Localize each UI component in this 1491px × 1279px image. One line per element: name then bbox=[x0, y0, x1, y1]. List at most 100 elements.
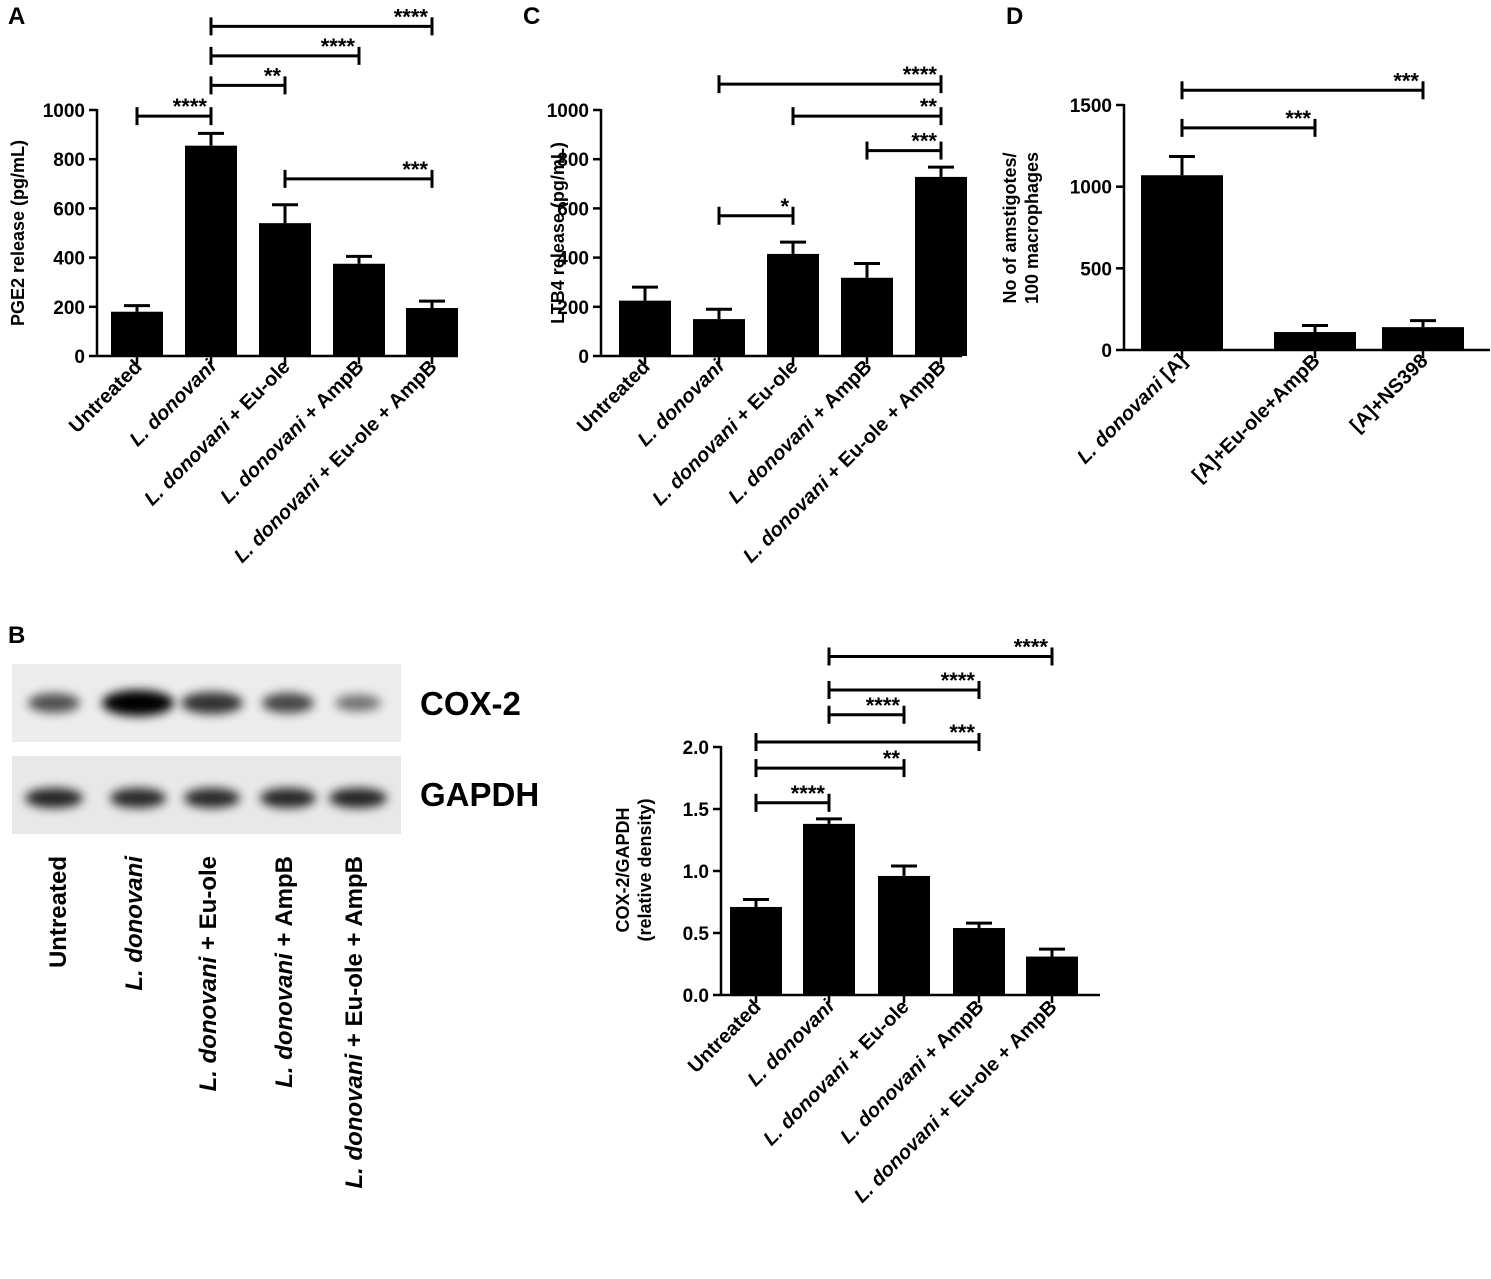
blot-band-gapdh bbox=[110, 788, 166, 808]
bar bbox=[1026, 956, 1078, 995]
significance-label: **** bbox=[1014, 634, 1049, 659]
category-label: [A]+Eu-ole+AmpB bbox=[1188, 350, 1325, 487]
y-tick-label: 600 bbox=[557, 199, 589, 220]
significance-label: ** bbox=[883, 746, 901, 771]
category-label: L. donovani + AmpB bbox=[724, 356, 876, 508]
blot-lane-label: L. donovani + AmpB bbox=[271, 856, 298, 1088]
category-label-rest: + AmpB bbox=[916, 996, 989, 1069]
category-label: L. donovani + Eu-ole bbox=[759, 996, 913, 1150]
blot-lane-label-italic: L. donovani bbox=[121, 855, 148, 991]
bar bbox=[841, 277, 893, 356]
blot-band-gapdh bbox=[260, 788, 316, 808]
blot-lane-label-rest: + AmpB bbox=[271, 856, 298, 953]
y-tick-label: 2.0 bbox=[683, 738, 709, 759]
significance-label: **** bbox=[791, 781, 826, 806]
y-tick-label: 200 bbox=[557, 298, 589, 319]
panel-label-a: A bbox=[8, 3, 25, 30]
significance-label: *** bbox=[949, 720, 975, 745]
y-tick-label: 0.5 bbox=[683, 924, 710, 945]
y-axis-label-line: (relative density) bbox=[635, 798, 655, 941]
category-label: L. donovani + AmpB bbox=[216, 356, 368, 508]
category-label-rest: + AmpB bbox=[296, 356, 369, 429]
bar bbox=[693, 319, 745, 356]
category-label: L. donovani + Eu-ole bbox=[140, 356, 294, 510]
bar bbox=[953, 928, 1005, 995]
y-tick-label: 1.5 bbox=[683, 800, 710, 821]
blot-lane-label-italic: L. donovani bbox=[271, 952, 298, 1088]
significance-label: **** bbox=[173, 94, 208, 119]
category-label: L. donovani + Eu-ole bbox=[648, 356, 802, 510]
bar bbox=[619, 300, 671, 356]
bar bbox=[803, 823, 855, 995]
bar bbox=[1382, 327, 1464, 350]
bar bbox=[111, 311, 163, 356]
blot-band-gapdh bbox=[184, 788, 240, 808]
chart-amastigotes: 0 500 1000 1500 No of amstigotes/100 macroph… bbox=[1000, 68, 1490, 487]
y-tick-label: 0 bbox=[1101, 341, 1112, 362]
significance-label: **** bbox=[941, 668, 976, 693]
y-tick-label: 500 bbox=[1080, 259, 1112, 280]
category-label-rest: + Eu-ole + AmpB bbox=[818, 356, 950, 488]
blot-lane-label-rest: + Eu-ole + AmpB bbox=[341, 856, 368, 1054]
y-tick-label: 800 bbox=[557, 150, 589, 171]
y-tick-label: 0 bbox=[578, 347, 589, 368]
y-tick-label: 800 bbox=[53, 150, 85, 171]
bar bbox=[259, 223, 311, 356]
blot-band-gapdh bbox=[25, 788, 83, 808]
category-label-rest: + Eu-ole + AmpB bbox=[309, 356, 441, 488]
bar bbox=[1274, 332, 1356, 350]
y-tick-label: 1500 bbox=[1070, 96, 1112, 117]
significance-label: **** bbox=[903, 62, 938, 87]
y-axis-label-line: 100 macrophages bbox=[1022, 152, 1042, 304]
category-label: L. donovani [A] bbox=[1073, 350, 1191, 468]
y-tick-label: 0.0 bbox=[683, 986, 709, 1007]
significance-label: *** bbox=[1393, 68, 1419, 93]
chart-cox2-density: 0.0 0.5 1.0 1.5 2.0 COX-2/GAPDH (relative dens… bbox=[613, 634, 1100, 1207]
blot-band-cox2 bbox=[181, 691, 243, 715]
significance-label: ** bbox=[920, 94, 938, 119]
significance-label: **** bbox=[866, 693, 901, 718]
y-axis-label: No of amstigotes/100 macrophages bbox=[1000, 152, 1042, 304]
category-label-rest: + AmpB bbox=[804, 356, 877, 429]
category-label-rest: [A]+NS398 bbox=[1346, 350, 1433, 437]
panel-label-c: C bbox=[523, 3, 540, 30]
category-label-rest: + Eu-ole bbox=[220, 356, 295, 431]
y-tick-label: 1.0 bbox=[683, 862, 709, 883]
blot-lane-label: L. donovani bbox=[121, 855, 148, 991]
y-tick-label: 200 bbox=[53, 298, 85, 319]
bar bbox=[333, 263, 385, 356]
category-label-italic: L. donovani bbox=[1073, 373, 1168, 468]
y-tick-label: 400 bbox=[53, 249, 85, 270]
blot-lane-label-rest: Untreated bbox=[45, 856, 72, 968]
bar bbox=[185, 145, 237, 356]
bar bbox=[730, 906, 782, 995]
category-label: [A]+NS398 bbox=[1346, 350, 1433, 437]
category-label-rest: + Eu-ole bbox=[839, 996, 914, 1071]
y-axis-label: COX-2/GAPDH (relative density) bbox=[613, 798, 655, 941]
significance-label: *** bbox=[911, 129, 937, 154]
bar bbox=[878, 875, 930, 995]
category-label-rest: + Eu-ole + AmpB bbox=[929, 996, 1061, 1128]
bar bbox=[406, 308, 458, 356]
bar bbox=[1141, 175, 1223, 350]
significance-label: ** bbox=[264, 63, 282, 88]
y-axis-label-line: COX-2/GAPDH bbox=[613, 807, 633, 932]
y-axis-label-line: No of amstigotes/ bbox=[1000, 152, 1020, 303]
category-label-rest: [A]+Eu-ole+AmpB bbox=[1188, 350, 1325, 487]
blot-lane-label-italic: L. donovani bbox=[195, 955, 222, 1091]
blot-band-cox2 bbox=[102, 690, 174, 716]
category-label: L. donovani + AmpB bbox=[836, 996, 988, 1148]
significance-label: **** bbox=[394, 4, 429, 29]
blot-lane-label: L. donovani + Eu-ole + AmpB bbox=[341, 856, 368, 1188]
blot-band-gapdh bbox=[329, 788, 387, 808]
y-tick-label: 1000 bbox=[43, 101, 85, 122]
blot-lane-label: L. donovani + Eu-ole bbox=[195, 856, 222, 1091]
significance-label: **** bbox=[321, 34, 356, 59]
y-axis-label: PGE2 release (pg/mL) bbox=[8, 140, 28, 326]
y-axis-label: LTB4 release (pg/mL) bbox=[548, 142, 568, 324]
y-tick-label: 1000 bbox=[547, 101, 589, 122]
